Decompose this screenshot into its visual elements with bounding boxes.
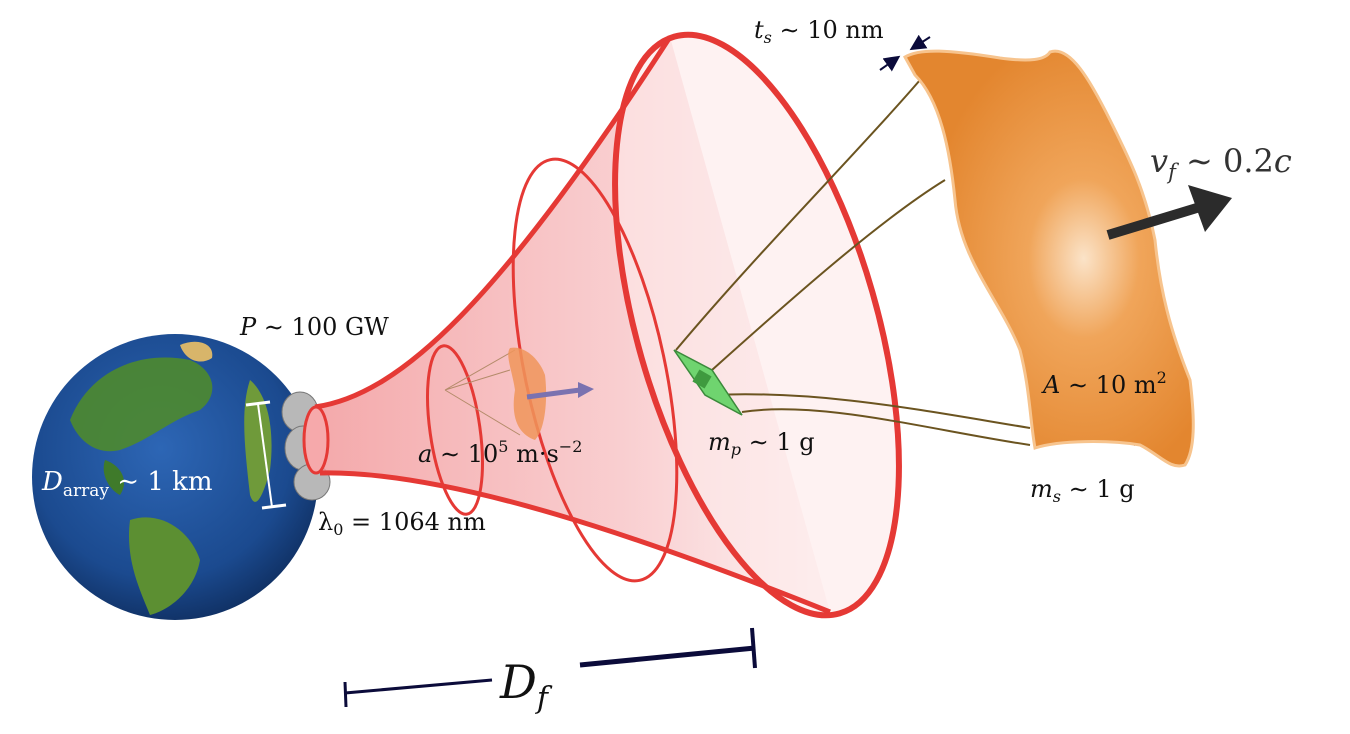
power-label: P ∼ 100 GW xyxy=(239,313,389,341)
small-arrow xyxy=(526,387,581,400)
distance-scale-bar xyxy=(343,627,757,708)
thickness-arrows xyxy=(879,34,931,72)
sail-mass-label: ms ∼ 1 g xyxy=(1030,475,1135,506)
wavelength-label: λ0 = 1064 nm xyxy=(318,508,486,539)
light-sail xyxy=(902,49,1195,468)
payload-chip xyxy=(673,349,743,416)
sail-thickness-label: ts ∼ 10 nm xyxy=(754,16,884,47)
velocity-arrow xyxy=(1106,185,1232,240)
distance-label: Df xyxy=(499,655,553,716)
array-diameter-bar xyxy=(245,400,287,510)
laser-beam xyxy=(302,31,902,619)
array-diameter-label: Darray ∼ 1 km xyxy=(41,467,213,501)
accelerating-sail xyxy=(444,347,594,440)
sail-area-label: A ∼ 10 m2 xyxy=(1041,368,1167,399)
beam-aperture xyxy=(302,405,330,475)
payload-mass-label: mp ∼ 1 g xyxy=(708,428,815,459)
sail-velocity-label: vf ∼ 0.2c xyxy=(1150,142,1292,184)
acceleration-label: a ∼ 105 m·s−2 xyxy=(418,437,582,468)
